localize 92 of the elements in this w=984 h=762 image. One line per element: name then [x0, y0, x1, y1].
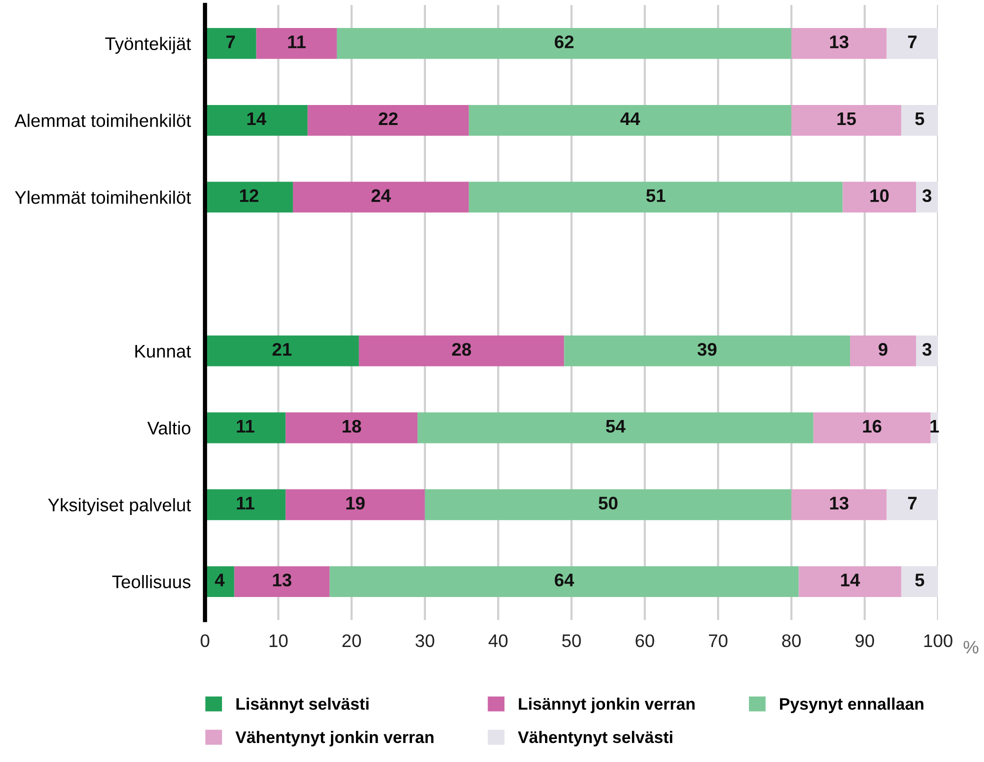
x-axis-title: % — [964, 640, 978, 654]
bar — [336, 28, 792, 59]
y-tick-label: Teollisuus — [112, 575, 190, 588]
data-label: 39 — [697, 343, 716, 356]
data-label: 5 — [915, 574, 924, 586]
bar — [901, 566, 938, 597]
data-label: 28 — [452, 343, 472, 356]
bar — [286, 412, 418, 444]
data-label: 19 — [346, 496, 365, 510]
bar — [330, 566, 799, 597]
data-label: 13 — [830, 496, 848, 510]
bar — [205, 336, 359, 366]
x-tick-label: 40 — [488, 634, 508, 648]
bar — [791, 489, 887, 520]
y-tick-label: Valtio — [147, 421, 190, 435]
data-label: 64 — [554, 574, 574, 586]
x-tick-label: 10 — [270, 634, 288, 648]
data-label: 54 — [606, 420, 626, 433]
data-label: 18 — [342, 420, 362, 433]
bar — [916, 336, 938, 366]
y-tick-label: Työntekijät — [105, 36, 191, 54]
data-label: 5 — [915, 112, 924, 126]
bar — [901, 104, 938, 136]
data-label: 7 — [226, 36, 235, 48]
bar — [205, 412, 286, 444]
bar — [424, 489, 792, 520]
data-label: 44 — [620, 112, 640, 125]
x-tick-label: 30 — [416, 634, 434, 648]
data-label: 14 — [247, 112, 266, 125]
bar — [886, 489, 938, 520]
legend-label: Vähentynyt jonkin verran — [235, 730, 434, 746]
legend-label: Pysynyt ennallaan — [780, 698, 924, 714]
bar — [205, 28, 256, 59]
bar — [850, 336, 916, 366]
data-label: 12 — [240, 189, 258, 202]
data-label: 3 — [922, 343, 932, 356]
x-tick-label: 90 — [856, 634, 874, 648]
data-label: 10 — [870, 189, 889, 202]
bar — [886, 28, 938, 59]
data-label: 9 — [878, 343, 888, 356]
y-tick-label: Kunnat — [135, 345, 191, 358]
bar — [234, 566, 330, 597]
x-tick-label: 20 — [342, 634, 361, 648]
data-label: 15 — [837, 112, 856, 126]
bar — [286, 489, 425, 520]
legend-label: Lisännyt jonkin verran — [518, 698, 695, 714]
bar — [292, 182, 469, 213]
x-tick-label: 80 — [782, 634, 801, 648]
bar — [791, 104, 902, 136]
data-label: 24 — [372, 189, 391, 202]
x-tick-label: 60 — [636, 634, 654, 648]
data-label: 51 — [646, 189, 666, 202]
data-label: 14 — [841, 574, 860, 586]
bar — [798, 566, 902, 597]
data-label: 11 — [236, 496, 254, 510]
y-tick-label: Ylemmät toimihenkilöt — [14, 190, 191, 204]
data-label: 62 — [554, 36, 574, 48]
bar — [308, 104, 469, 136]
bar — [256, 28, 337, 59]
bar — [916, 182, 938, 213]
data-label: 11 — [288, 36, 306, 48]
data-label: 11 — [236, 420, 254, 432]
legend-label: Lisännyt selvästi — [236, 698, 368, 714]
y-tick-label: Yksityiset palvelut — [48, 498, 191, 515]
bar — [205, 104, 308, 136]
data-label: 4 — [214, 574, 225, 586]
data-label: 50 — [598, 496, 618, 510]
bar — [205, 182, 293, 213]
x-tick-label: 100 — [924, 634, 952, 648]
x-tick-label: 50 — [562, 634, 581, 648]
legend-label: Vähentynyt selvästi — [518, 730, 672, 746]
x-tick-label: 0 — [200, 634, 210, 648]
data-label: 7 — [908, 496, 917, 510]
bar — [468, 182, 843, 213]
bar — [842, 182, 916, 213]
data-label: 21 — [272, 343, 292, 356]
data-label: 3 — [922, 189, 932, 202]
data-label: 16 — [863, 420, 882, 433]
bar — [468, 104, 792, 136]
bar — [418, 412, 814, 444]
y-tick-label: Alemmat toimihenkilöt — [14, 114, 191, 128]
bar — [205, 489, 286, 520]
data-label: 1 — [930, 420, 939, 432]
data-label: 7 — [908, 36, 917, 48]
bar — [564, 336, 850, 366]
bar — [813, 412, 931, 444]
bar — [791, 28, 887, 59]
data-label: 13 — [830, 36, 848, 48]
data-label: 22 — [378, 112, 398, 125]
data-label: 13 — [273, 574, 292, 586]
bar — [358, 336, 564, 366]
x-tick-label: 70 — [708, 634, 728, 648]
